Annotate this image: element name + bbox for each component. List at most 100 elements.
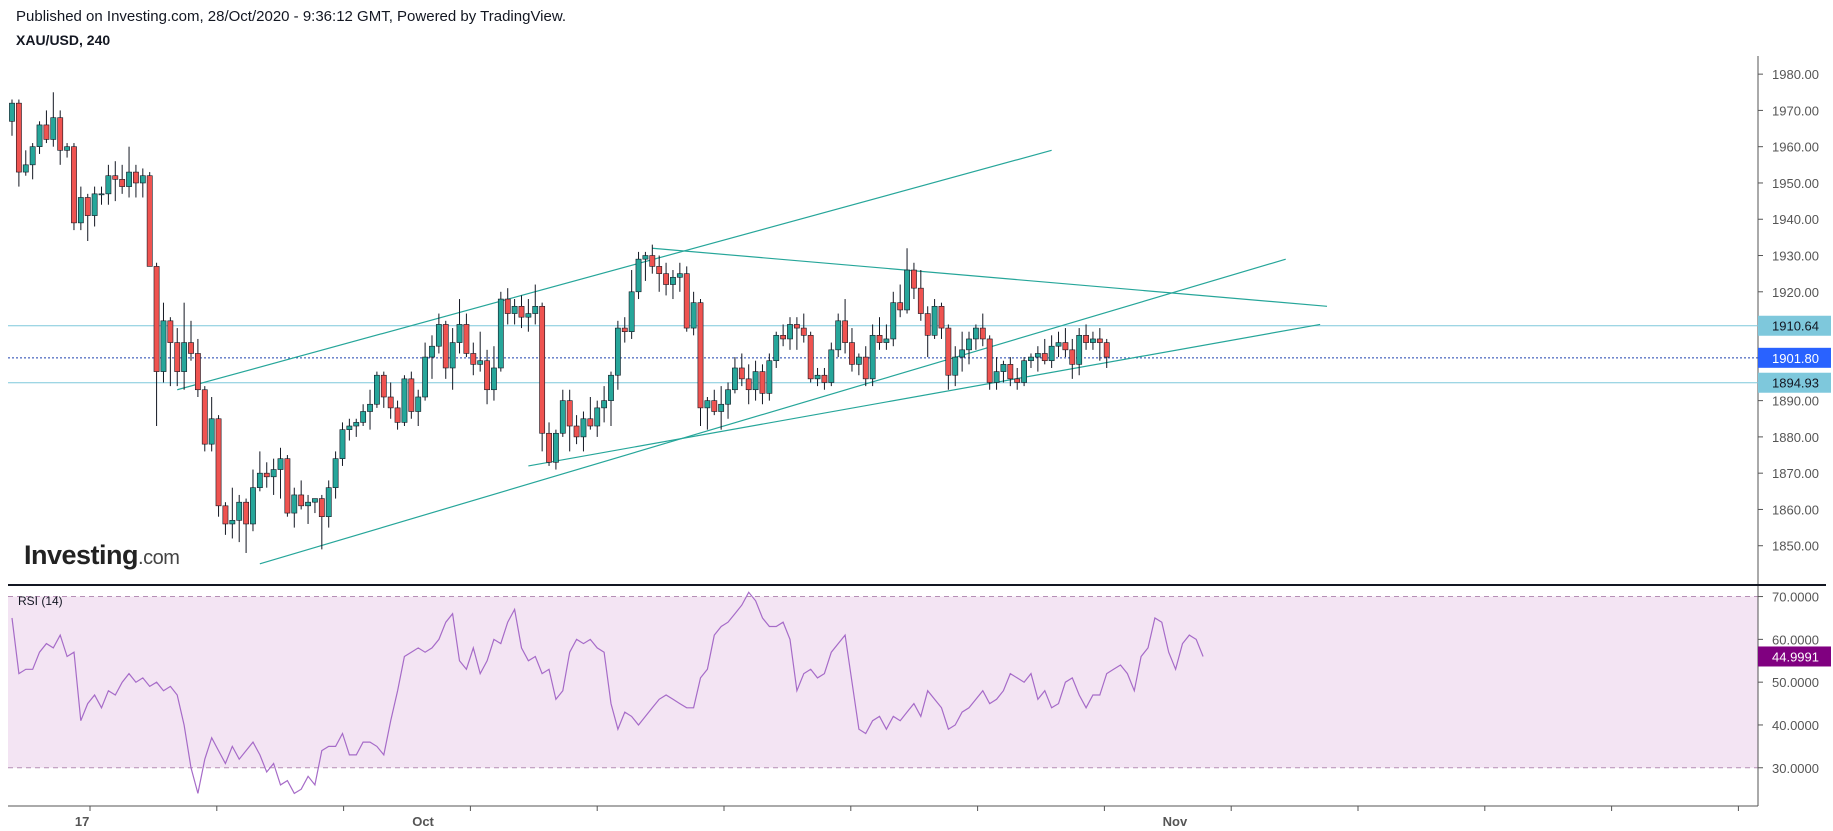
candle-body bbox=[256, 472, 263, 488]
candle-body bbox=[194, 353, 201, 391]
candle-body bbox=[291, 494, 298, 514]
candle-body bbox=[780, 335, 787, 340]
candle-body bbox=[807, 335, 814, 380]
candle-body bbox=[360, 411, 367, 423]
candle-body bbox=[497, 298, 504, 369]
price-level-badge bbox=[1758, 347, 1831, 368]
candle-body bbox=[1034, 353, 1041, 358]
candle-body bbox=[566, 400, 573, 427]
candle-body bbox=[284, 458, 291, 514]
candle-body bbox=[98, 193, 105, 196]
symbol-label: XAU/USD, 240 bbox=[16, 32, 111, 48]
candle-body bbox=[745, 378, 752, 391]
rsi-tick-label: 40.0000 bbox=[1772, 718, 1819, 733]
candle-body bbox=[911, 269, 917, 289]
candle-body bbox=[305, 501, 311, 507]
rsi-title: RSI (14) bbox=[18, 594, 63, 608]
candle-body bbox=[43, 124, 50, 140]
candle-body bbox=[773, 335, 780, 362]
candle-body bbox=[897, 302, 904, 311]
candle-body bbox=[491, 367, 497, 391]
candle-body bbox=[1055, 342, 1062, 347]
candle-body bbox=[160, 320, 167, 372]
candle-body bbox=[387, 396, 394, 409]
candle-body bbox=[477, 360, 484, 365]
rsi-band bbox=[8, 596, 1758, 768]
rsi-value-label: 44.9991 bbox=[1772, 649, 1819, 664]
candle-body bbox=[270, 469, 277, 478]
candle-body bbox=[77, 197, 84, 224]
candle-body bbox=[449, 342, 456, 369]
candle-body bbox=[1041, 353, 1048, 362]
candle-body bbox=[635, 258, 642, 293]
candle-body bbox=[318, 498, 325, 518]
price-level-badge bbox=[1758, 315, 1831, 336]
price-level-label: 1910.64 bbox=[1772, 319, 1819, 334]
candle-body bbox=[435, 324, 442, 347]
candle-body bbox=[587, 418, 594, 427]
candle-body bbox=[1076, 335, 1083, 365]
candle-body bbox=[656, 266, 663, 274]
candle-body bbox=[711, 400, 718, 412]
candle-body bbox=[759, 371, 766, 394]
price-tick-label: 1920.00 bbox=[1772, 285, 1819, 300]
candle-body bbox=[1062, 342, 1069, 351]
price-level-label: 1894.93 bbox=[1772, 376, 1819, 391]
candle-body bbox=[174, 342, 181, 372]
candle-body bbox=[9, 102, 15, 122]
candle-body bbox=[642, 255, 649, 260]
candle-body bbox=[105, 175, 112, 195]
candle-body bbox=[952, 356, 959, 376]
candle-body bbox=[738, 367, 745, 380]
candle-body bbox=[222, 505, 229, 525]
candle-body bbox=[855, 356, 862, 365]
trendline-1 bbox=[259, 258, 1286, 565]
candle-body bbox=[415, 396, 422, 412]
candle-body bbox=[277, 458, 284, 470]
candle-body bbox=[484, 360, 490, 391]
candle-body bbox=[263, 472, 270, 478]
rsi-tick-label: 50.0000 bbox=[1772, 675, 1819, 690]
price-tick-label: 1890.00 bbox=[1772, 394, 1819, 409]
candle-body bbox=[442, 324, 449, 369]
candle-body bbox=[215, 418, 222, 507]
candle-body bbox=[71, 146, 77, 224]
candle-body bbox=[725, 389, 731, 405]
candle-body bbox=[718, 403, 725, 412]
candle-body bbox=[470, 353, 477, 365]
candle-body bbox=[208, 418, 215, 445]
candle-body bbox=[250, 487, 256, 525]
candle-body bbox=[917, 287, 924, 314]
price-tick-label: 1870.00 bbox=[1772, 466, 1819, 481]
trendline-2 bbox=[528, 323, 1321, 467]
candle-body bbox=[84, 197, 91, 216]
candle-body bbox=[146, 175, 153, 267]
candle-body bbox=[188, 342, 194, 354]
candle-body bbox=[1096, 338, 1103, 343]
candle-body bbox=[890, 302, 897, 340]
candle-body bbox=[793, 324, 800, 329]
candle-body bbox=[346, 425, 353, 430]
candle-body bbox=[133, 171, 139, 184]
candle-body bbox=[36, 124, 43, 147]
investing-logo: Investing.com bbox=[24, 540, 180, 570]
candle-body bbox=[821, 374, 828, 383]
price-tick-label: 1980.00 bbox=[1772, 67, 1819, 82]
candle-body bbox=[374, 374, 380, 405]
candle-body bbox=[1028, 356, 1034, 362]
candle-body bbox=[22, 164, 29, 173]
time-tick-label: 17 bbox=[75, 814, 89, 829]
candle-body bbox=[367, 403, 373, 412]
candle-body bbox=[621, 327, 628, 332]
candle-body bbox=[64, 146, 70, 151]
candle-body bbox=[849, 342, 855, 365]
price-tick-label: 1880.00 bbox=[1772, 430, 1819, 445]
candle-body bbox=[456, 324, 463, 343]
candle-body bbox=[380, 374, 387, 398]
rsi-line bbox=[11, 591, 1204, 795]
price-tick-label: 1940.00 bbox=[1772, 212, 1819, 227]
price-tick-label: 1950.00 bbox=[1772, 176, 1819, 191]
candle-body bbox=[312, 498, 318, 503]
candle-body bbox=[614, 327, 621, 376]
